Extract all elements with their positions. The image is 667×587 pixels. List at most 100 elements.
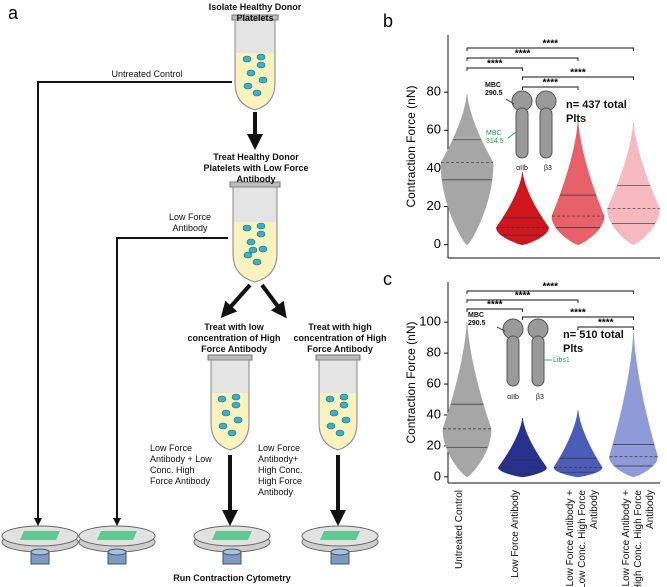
sample: [20, 531, 60, 540]
y-tick-label: 20: [427, 198, 441, 213]
platelet: [218, 422, 228, 430]
tube-liquid: [236, 53, 274, 109]
platelet: [221, 409, 231, 417]
platelet: [231, 401, 241, 409]
panel-label: c: [383, 269, 392, 289]
subunit-label: αIIb: [507, 394, 519, 401]
y-axis-label: Contraction Force (nN): [404, 85, 418, 207]
subunit-label: β3: [544, 165, 552, 172]
n-label: n= 437 total Plts: [566, 99, 627, 125]
subunit-label: αIIb: [516, 165, 528, 172]
site-label: MBC 314.5: [486, 130, 504, 145]
flow-lines: [34, 81, 346, 526]
platelet: [242, 224, 252, 232]
significance-bar: [466, 299, 579, 303]
significance-bar: [522, 86, 579, 90]
step-label: Treat Healthy Donor Platelets with Low F…: [203, 152, 309, 184]
step-label: Isolate Healthy Donor Platelets: [208, 2, 302, 23]
y-tick-label: 0: [434, 468, 441, 483]
y-tick-label: 0: [434, 236, 441, 251]
significance-bar: [466, 67, 523, 71]
significance-label: ****: [515, 49, 531, 60]
significance-bar: [522, 76, 634, 80]
sample: [320, 531, 360, 540]
significance-bar: [466, 290, 634, 294]
violin: [440, 94, 494, 246]
platelet: [258, 76, 268, 84]
violin: [442, 322, 492, 478]
platelet: [326, 422, 336, 430]
y-tick-label: 60: [427, 122, 441, 137]
significance-label: ****: [515, 291, 531, 302]
x-tick-label: Untreated Control: [454, 490, 465, 569]
significance-label: ****: [542, 282, 558, 293]
platelet: [339, 401, 349, 409]
significance-bar: [466, 57, 579, 61]
platelet: [256, 222, 266, 230]
platelet: [329, 409, 339, 417]
panel-label: b: [383, 11, 393, 31]
branch-label: Low Force Antibody: [168, 212, 212, 233]
site-label: MBC 290.5: [485, 82, 503, 97]
platelet: [258, 245, 268, 253]
objective-lens: [30, 548, 50, 556]
platelet: [248, 246, 258, 254]
significance-label: ****: [542, 78, 558, 89]
x-tick-label: Low Force Antibody + Low Conc. High Forc…: [565, 490, 600, 587]
tube-cap: [315, 354, 361, 361]
significance-bar: [577, 326, 634, 330]
violin: [496, 172, 549, 246]
platelet: [341, 416, 351, 424]
sample: [97, 531, 137, 540]
y-tick-label: 60: [427, 375, 441, 390]
platelet: [227, 429, 237, 437]
platelet: [325, 395, 335, 403]
objective-lens: [330, 548, 350, 556]
y-tick-label: 100: [419, 314, 441, 329]
platelet: [256, 53, 266, 61]
objective-lens: [107, 548, 127, 556]
platelet: [243, 82, 253, 90]
violin: [551, 120, 605, 246]
n-label: n= 510 total Plts: [563, 329, 624, 355]
platelet: [256, 61, 266, 69]
violin: [498, 418, 547, 478]
platelet: [243, 251, 253, 259]
significance-bar: [466, 47, 634, 51]
tube-cap: [207, 354, 253, 361]
pointer-lines: [496, 98, 515, 332]
platelet: [246, 238, 256, 246]
branch-label: Low Force Antibody+ High Conc. High Forc…: [258, 443, 303, 497]
branch-label: Low Force Antibody + Low Conc. High Forc…: [150, 443, 212, 486]
violin: [607, 122, 660, 246]
x-tick-label: Low Force Antibody + High Conc. High For…: [620, 490, 656, 587]
significance-label: ****: [598, 318, 614, 329]
significance-bar: [522, 316, 634, 320]
platelet: [246, 69, 256, 77]
x-tick-label: Low Force Antibody: [509, 490, 521, 578]
significance-label: ****: [570, 308, 586, 319]
violin: [609, 333, 658, 478]
y-axis-label: Contraction Force (nN): [404, 321, 418, 443]
step-label: Treat with high concentration of High Fo…: [293, 322, 387, 354]
significance-label: ****: [487, 59, 503, 70]
footer-label: Run Contraction Cytometry: [173, 573, 291, 583]
platelet: [217, 395, 227, 403]
tube-liquid: [212, 393, 248, 449]
platelet: [339, 393, 349, 401]
platelet: [252, 258, 262, 266]
violin: [553, 410, 603, 478]
integrin-schematic: [502, 90, 557, 387]
platelet: [335, 429, 345, 437]
significance-label: ****: [542, 39, 558, 50]
significance-label: ****: [487, 300, 503, 311]
platelet: [242, 55, 252, 63]
pointer-lines: [507, 131, 552, 361]
step-label: Treat with low concentration of High For…: [187, 322, 281, 354]
significance-label: ****: [570, 68, 586, 79]
significance-bar: [466, 308, 523, 312]
site-label: MBC 290.5: [468, 312, 486, 327]
platelet: [252, 89, 262, 97]
tube-liquid: [320, 393, 356, 449]
y-tick-label: 40: [427, 406, 441, 421]
